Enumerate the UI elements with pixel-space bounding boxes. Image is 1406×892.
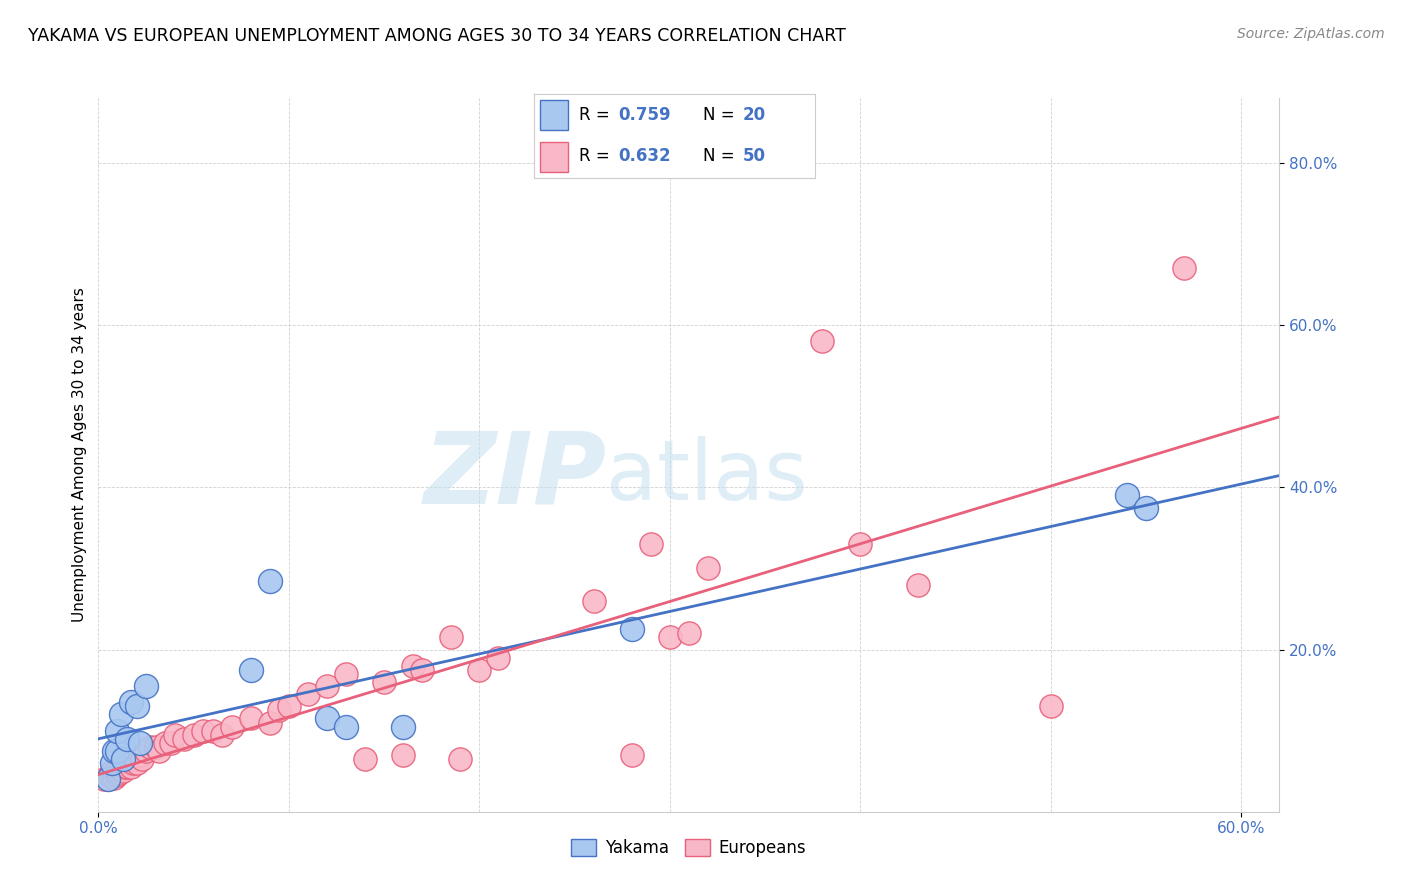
Point xyxy=(129,736,152,750)
Point xyxy=(402,658,425,673)
Point xyxy=(316,679,339,693)
Text: 20: 20 xyxy=(742,106,765,124)
Point xyxy=(640,537,662,551)
Text: N =: N = xyxy=(703,146,740,164)
Point xyxy=(163,728,186,742)
Point xyxy=(277,699,299,714)
Point xyxy=(183,728,205,742)
Bar xyxy=(540,101,568,130)
Point xyxy=(153,736,176,750)
Point xyxy=(139,739,162,754)
Point xyxy=(100,756,122,770)
Point xyxy=(1116,488,1139,502)
Point xyxy=(411,663,433,677)
Point xyxy=(110,763,132,777)
Legend: Yakama, Europeans: Yakama, Europeans xyxy=(565,832,813,864)
Point xyxy=(124,752,146,766)
Point xyxy=(135,679,157,693)
Point xyxy=(259,574,281,588)
Point xyxy=(449,752,471,766)
Point xyxy=(125,756,148,770)
Point xyxy=(335,720,357,734)
Point xyxy=(107,763,129,777)
Point xyxy=(221,720,243,734)
Point xyxy=(103,744,125,758)
Point xyxy=(100,764,122,779)
Point xyxy=(239,663,262,677)
Text: YAKAMA VS EUROPEAN UNEMPLOYMENT AMONG AGES 30 TO 34 YEARS CORRELATION CHART: YAKAMA VS EUROPEAN UNEMPLOYMENT AMONG AG… xyxy=(28,27,846,45)
Point xyxy=(97,772,120,787)
Point xyxy=(1135,500,1157,515)
Point xyxy=(97,772,120,787)
Point xyxy=(103,771,125,785)
Point xyxy=(112,752,135,766)
Point xyxy=(488,650,510,665)
Point xyxy=(316,711,339,725)
Point xyxy=(297,687,319,701)
Point xyxy=(193,723,215,738)
Point xyxy=(697,561,720,575)
Point xyxy=(125,699,148,714)
Text: Source: ZipAtlas.com: Source: ZipAtlas.com xyxy=(1237,27,1385,41)
Point xyxy=(115,760,138,774)
Point xyxy=(120,695,142,709)
Point xyxy=(98,768,121,782)
Point xyxy=(159,736,181,750)
Point xyxy=(112,764,135,779)
Text: R =: R = xyxy=(579,106,616,124)
Point xyxy=(211,728,233,742)
Point xyxy=(129,747,152,762)
Text: R =: R = xyxy=(579,146,616,164)
Point xyxy=(93,772,115,787)
Point xyxy=(108,765,131,780)
Y-axis label: Unemployment Among Ages 30 to 34 years: Unemployment Among Ages 30 to 34 years xyxy=(72,287,87,623)
Point xyxy=(335,666,357,681)
Point xyxy=(118,756,141,770)
Text: 0.759: 0.759 xyxy=(619,106,671,124)
Point xyxy=(115,731,138,746)
Point xyxy=(658,631,681,645)
Text: 50: 50 xyxy=(742,146,765,164)
Point xyxy=(582,594,605,608)
Point xyxy=(620,747,643,762)
Point xyxy=(373,675,395,690)
Text: atlas: atlas xyxy=(606,436,808,516)
Point xyxy=(145,739,167,754)
Point xyxy=(907,577,929,591)
Text: ZIP: ZIP xyxy=(423,428,606,524)
Point xyxy=(269,703,291,717)
Point xyxy=(811,334,834,349)
Point xyxy=(148,744,170,758)
Point xyxy=(678,626,700,640)
Point xyxy=(120,760,142,774)
Point xyxy=(849,537,872,551)
Point xyxy=(392,747,415,762)
Point xyxy=(173,731,195,746)
Point xyxy=(201,723,224,738)
Point xyxy=(131,752,153,766)
Point xyxy=(468,663,491,677)
Point xyxy=(135,744,157,758)
Point xyxy=(259,715,281,730)
Point xyxy=(620,622,643,636)
Point xyxy=(104,765,127,780)
Point xyxy=(110,707,132,722)
Point xyxy=(121,756,143,770)
Text: 0.632: 0.632 xyxy=(619,146,671,164)
Point xyxy=(239,711,262,725)
Point xyxy=(1173,261,1195,276)
Point xyxy=(107,723,129,738)
Point xyxy=(114,760,136,774)
Point xyxy=(392,720,415,734)
Bar xyxy=(540,142,568,171)
Point xyxy=(107,744,129,758)
Point xyxy=(1039,699,1062,714)
Point xyxy=(107,768,129,782)
Text: N =: N = xyxy=(703,106,740,124)
Point xyxy=(354,752,377,766)
Point xyxy=(440,631,463,645)
